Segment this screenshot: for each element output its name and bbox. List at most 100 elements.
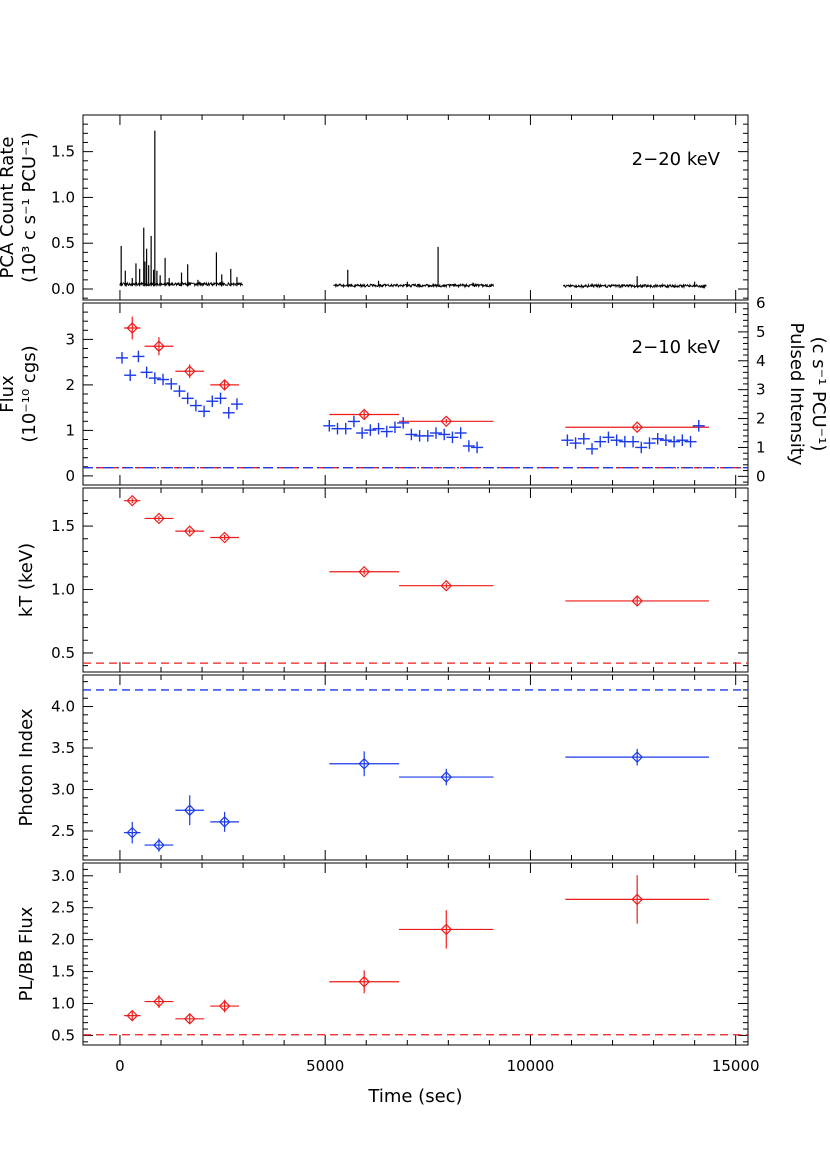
- pulsed-point: [364, 424, 377, 436]
- diamond-marker: [126, 322, 139, 334]
- y-tick-label: 2.5: [51, 899, 75, 917]
- x-axis-label: Time (sec): [367, 1086, 462, 1107]
- panel-frame: [82, 862, 749, 1046]
- diamond-marker: [183, 525, 196, 537]
- x-tick-label: 15000: [712, 1057, 760, 1075]
- pulsed-point: [430, 427, 443, 439]
- diamond-marker: [183, 1012, 196, 1025]
- pulsed-point: [148, 372, 161, 384]
- flux-point: [565, 421, 710, 434]
- pulsed-point: [462, 440, 475, 452]
- pulsed-point: [602, 431, 615, 444]
- kT-point: [144, 512, 174, 525]
- y-axis-label: PCA Count Rate: [0, 137, 18, 279]
- photonindex-point: [565, 748, 710, 766]
- y-tick-label: 4.0: [51, 698, 75, 716]
- y-axis-label: (10³ c s⁻¹ PCU⁻¹): [19, 132, 40, 283]
- energy-band-label: 2−10 keV: [632, 337, 721, 358]
- y-tick-label: 2.5: [51, 822, 75, 840]
- pulsed-point: [627, 435, 640, 448]
- y-axis-label: Photon Index: [16, 708, 37, 826]
- lightcurve-segment: [562, 282, 707, 289]
- pulsed-point: [347, 415, 360, 428]
- kT-point: [175, 525, 205, 537]
- diamond-marker: [218, 379, 231, 391]
- panel-frame: [82, 302, 749, 486]
- pulsed-point: [659, 434, 672, 446]
- panel-frame: [82, 487, 749, 673]
- plbbflux-point: [329, 970, 400, 994]
- pulsed-point: [173, 385, 186, 397]
- photonindex-point: [399, 768, 494, 786]
- kT-point: [210, 531, 239, 544]
- pulsed-point: [157, 373, 170, 386]
- kT-point: [399, 579, 494, 592]
- diamond-marker: [183, 804, 196, 817]
- y-tick-label: 0.5: [51, 644, 75, 662]
- pulsed-point: [356, 427, 369, 439]
- pulsed-point: [684, 435, 697, 448]
- diamond-marker: [631, 421, 644, 434]
- pulsed-point: [339, 422, 352, 435]
- pulsed-point: [405, 428, 418, 441]
- diamond-marker: [440, 923, 453, 936]
- x-tick-label: 0: [115, 1057, 125, 1075]
- pulsed-point: [140, 366, 153, 379]
- diamond-marker: [183, 365, 196, 378]
- y-tick-label: 1.0: [51, 994, 75, 1012]
- right-y-tick-label: 3: [756, 381, 766, 399]
- diamond-marker: [218, 531, 231, 544]
- diamond-marker: [218, 815, 231, 828]
- pulsed-point: [323, 420, 336, 432]
- pulsed-point: [446, 431, 459, 444]
- panel-frame: [82, 114, 749, 301]
- plbbflux-point: [175, 1012, 205, 1025]
- diamond-marker: [153, 839, 165, 851]
- pulsed-point: [132, 350, 145, 363]
- pulsed-point: [214, 392, 227, 405]
- y-tick-label: 2: [65, 376, 75, 394]
- y-tick-label: 0: [65, 467, 75, 485]
- diamond-marker: [440, 415, 453, 428]
- y-tick-label: 3.0: [51, 780, 75, 798]
- flux-point: [144, 337, 174, 356]
- diamond-marker: [631, 595, 644, 607]
- flux-point: [329, 408, 400, 421]
- pulsed-point: [165, 378, 178, 390]
- pulsed-point: [181, 392, 194, 405]
- pulsed-point: [676, 434, 689, 446]
- diamond-marker: [126, 494, 139, 507]
- kT-point: [329, 565, 400, 578]
- pulsed-point: [189, 399, 202, 412]
- right-y-tick-label: 1: [756, 438, 766, 456]
- y-tick-label: 1.0: [51, 188, 75, 206]
- pulsed-point: [198, 405, 211, 418]
- y-tick-label: 1.5: [51, 517, 75, 535]
- diamond-marker: [358, 408, 371, 421]
- pulsed-point: [577, 433, 590, 445]
- photonindex-point: [144, 838, 174, 852]
- plbbflux-point: [210, 999, 239, 1013]
- diamond-marker: [126, 826, 139, 839]
- pulsed-point: [561, 434, 574, 446]
- pulsed-point: [594, 435, 607, 448]
- panel-frame: [82, 674, 749, 861]
- pulsed-point: [643, 437, 656, 449]
- diamond-marker: [218, 1000, 231, 1012]
- pulsed-point: [380, 425, 393, 438]
- y-axis-label: kT (keV): [16, 543, 37, 617]
- pulsed-point: [651, 433, 664, 445]
- pulsed-point: [668, 435, 681, 448]
- x-tick-label: 5000: [306, 1057, 344, 1075]
- flux-point: [399, 415, 494, 428]
- kT-point: [565, 595, 710, 607]
- right-y-tick-label: 6: [756, 294, 766, 312]
- diamond-marker: [153, 995, 165, 1008]
- diamond-marker: [153, 340, 165, 353]
- flux-point: [175, 364, 205, 379]
- pulsed-point: [124, 369, 137, 381]
- pulsed-point: [610, 434, 623, 446]
- y-axis-label: PL/BB Flux: [16, 906, 37, 1001]
- diamond-marker: [358, 565, 371, 578]
